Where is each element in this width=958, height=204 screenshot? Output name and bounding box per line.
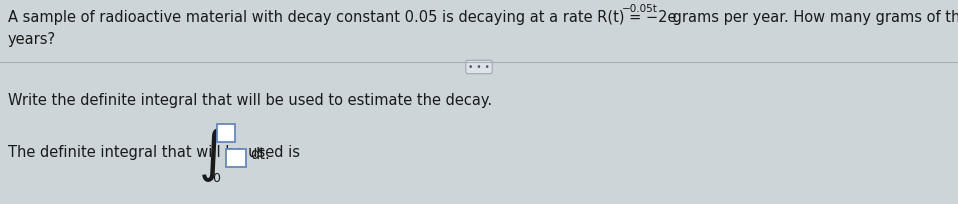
Text: years?: years? <box>8 32 57 47</box>
Text: grams per year. How many grams of this material decayed after the first 12: grams per year. How many grams of this m… <box>668 10 958 25</box>
Text: Write the definite integral that will be used to estimate the decay.: Write the definite integral that will be… <box>8 93 492 108</box>
Text: $\int$: $\int$ <box>198 125 226 183</box>
Text: The definite integral that will be used is: The definite integral that will be used … <box>8 145 300 160</box>
Text: 0: 0 <box>212 171 220 184</box>
Text: • • •: • • • <box>468 63 490 72</box>
Text: A sample of radioactive material with decay constant 0.05 is decaying at a rate : A sample of radioactive material with de… <box>8 10 676 25</box>
Text: −0.05t: −0.05t <box>622 4 658 14</box>
Text: dt.: dt. <box>250 147 270 162</box>
